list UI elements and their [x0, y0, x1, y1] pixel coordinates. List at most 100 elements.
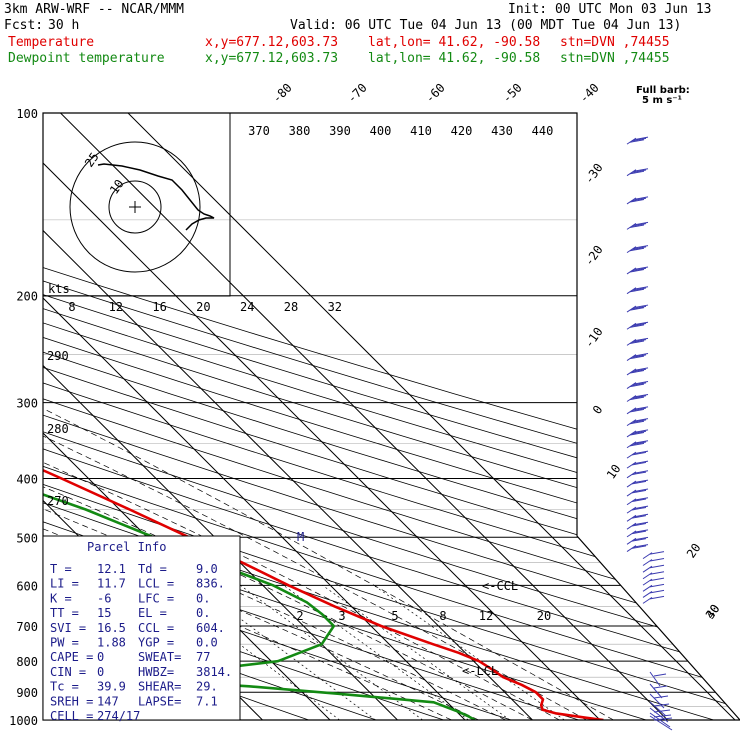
wind-barb-feather [633, 460, 649, 465]
wind-barb-feather [631, 354, 647, 358]
pressure-label: 500 [16, 531, 38, 545]
wind-barb-feather [633, 418, 649, 422]
wind-barb-feather [633, 544, 649, 548]
wind-barb-feather [629, 408, 645, 413]
melting-level-marker: M [297, 530, 304, 544]
parcel-info-title: Parcel Info [87, 540, 166, 554]
isotherm-line [60, 113, 668, 720]
parcel-key: SVI = [50, 621, 86, 635]
mixing-ratio-label: 8 [68, 300, 75, 314]
pressure-label: 1000 [9, 714, 38, 728]
forecast-hour: 30 h [48, 18, 80, 33]
parcel-key: LFC = [138, 591, 174, 605]
parcel-value: 0.0 [196, 636, 218, 650]
isotherm-label: -30 [582, 161, 606, 187]
wind-barb-feather [629, 288, 645, 293]
wind-barb-feather [631, 506, 647, 511]
mixing-ratio-label: 12 [479, 609, 493, 623]
wind-barb-feather [631, 461, 647, 466]
isotherm-label: -20 [582, 243, 606, 269]
parcel-key: CIN = [50, 665, 86, 679]
wind-barb-feather [629, 383, 645, 388]
wind-barb-feather [649, 589, 665, 594]
parcel-key: CELL = [50, 709, 93, 723]
isotherm-label: 20 [684, 541, 704, 561]
parcel-key: SWEAT= [138, 650, 181, 664]
pressure-label: 100 [16, 107, 38, 121]
theta-label: 390 [329, 124, 351, 138]
wind-barb-feather [629, 199, 645, 203]
parcel-value: 11.7 [97, 577, 126, 591]
parcel-value: 274/17 [97, 709, 140, 723]
pressure-label: 900 [16, 686, 38, 700]
isotherm-label: -70 [345, 81, 370, 106]
wind-barb-feather [653, 714, 672, 718]
wind-barb [649, 683, 663, 699]
temperature-xy: x,y=677.12,603.73 [205, 35, 339, 50]
wind-barb [649, 701, 667, 717]
lcl-marker: <-LCL [462, 664, 498, 678]
wind-barb-feather [631, 395, 647, 399]
dewpoint-station: stn=DVN ,74455 [560, 51, 670, 66]
parcel-value: 604. [196, 621, 225, 635]
pressure-label: 700 [16, 620, 38, 634]
init-time: Init: 00 UTC Mon 03 Jun 13 [508, 2, 712, 17]
dry-adiabat-line [43, 113, 740, 720]
mixing-ratio-line [373, 585, 565, 720]
wind-barb-feather [653, 673, 667, 677]
wind-barb-feather [633, 479, 649, 484]
wind-barb-feather [631, 246, 647, 250]
parcel-key: HWBZ= [138, 665, 174, 679]
wind-barb-feather [633, 536, 649, 541]
parcel-value: 9.0 [196, 562, 218, 576]
dewpoint-legend: Dewpoint temperature [8, 51, 165, 66]
parcel-value: 836. [196, 577, 225, 591]
wind-barb-feather [633, 136, 649, 141]
moist-adiabat-line [43, 295, 533, 720]
isotherm-label: -50 [500, 81, 525, 106]
parcel-value: 7.1 [196, 694, 218, 708]
wind-barb-feather [633, 221, 649, 226]
parcel-value: 15 [97, 606, 111, 620]
wind-barb-feather [649, 583, 665, 588]
theta-label: 440 [532, 124, 554, 138]
mixing-ratio-label: 28 [284, 300, 298, 314]
isotherm-line [43, 113, 601, 720]
theta-low-label: 290 [47, 349, 69, 363]
parcel-value: 39.9 [97, 680, 126, 694]
wind-barb-feather [631, 451, 647, 456]
wind-barb-feather [633, 337, 649, 342]
dry-adiabat-line [43, 113, 740, 720]
wind-barb-feather [631, 480, 647, 485]
dry-adiabat-line [43, 113, 740, 720]
hodograph-units: kts [48, 282, 70, 296]
barb-legend-units: 5 m s⁻¹ [642, 95, 682, 106]
temperature-legend: Temperature [8, 35, 95, 50]
wind-barb-feather [631, 323, 647, 327]
moist-adiabat-line [43, 295, 452, 720]
pressure-label: 600 [16, 579, 38, 593]
wind-barb-feather [631, 545, 647, 549]
wind-barb-feather [633, 429, 649, 433]
wind-barb-feather [653, 709, 671, 713]
wind-barb [649, 712, 671, 728]
ccl-marker: <-CCL [482, 579, 518, 593]
wind-barb-feather [653, 703, 670, 707]
isotherm-label: -80 [270, 81, 295, 106]
mixing-ratio-label: 16 [152, 300, 166, 314]
wind-barb-feather [631, 382, 647, 386]
dry-adiabat-line [43, 113, 740, 720]
hodograph-ring-label: 10 [107, 177, 127, 197]
wind-barb-feather [631, 267, 647, 272]
valid-time: Valid: 06 UTC Tue 04 Jun 13 (00 MDT Tue … [290, 18, 682, 33]
wind-barb-feather [649, 564, 665, 569]
theta-label: 420 [451, 124, 473, 138]
parcel-value: 0. [196, 606, 210, 620]
isotherm-label: 40 [703, 602, 723, 622]
wind-barb-feather [633, 470, 649, 474]
mixing-ratio-label: 8 [439, 609, 446, 623]
theta-label: 430 [491, 124, 513, 138]
wind-barb-feather [631, 430, 647, 435]
theta-label: 410 [410, 124, 432, 138]
wind-barb-feather [633, 266, 649, 270]
